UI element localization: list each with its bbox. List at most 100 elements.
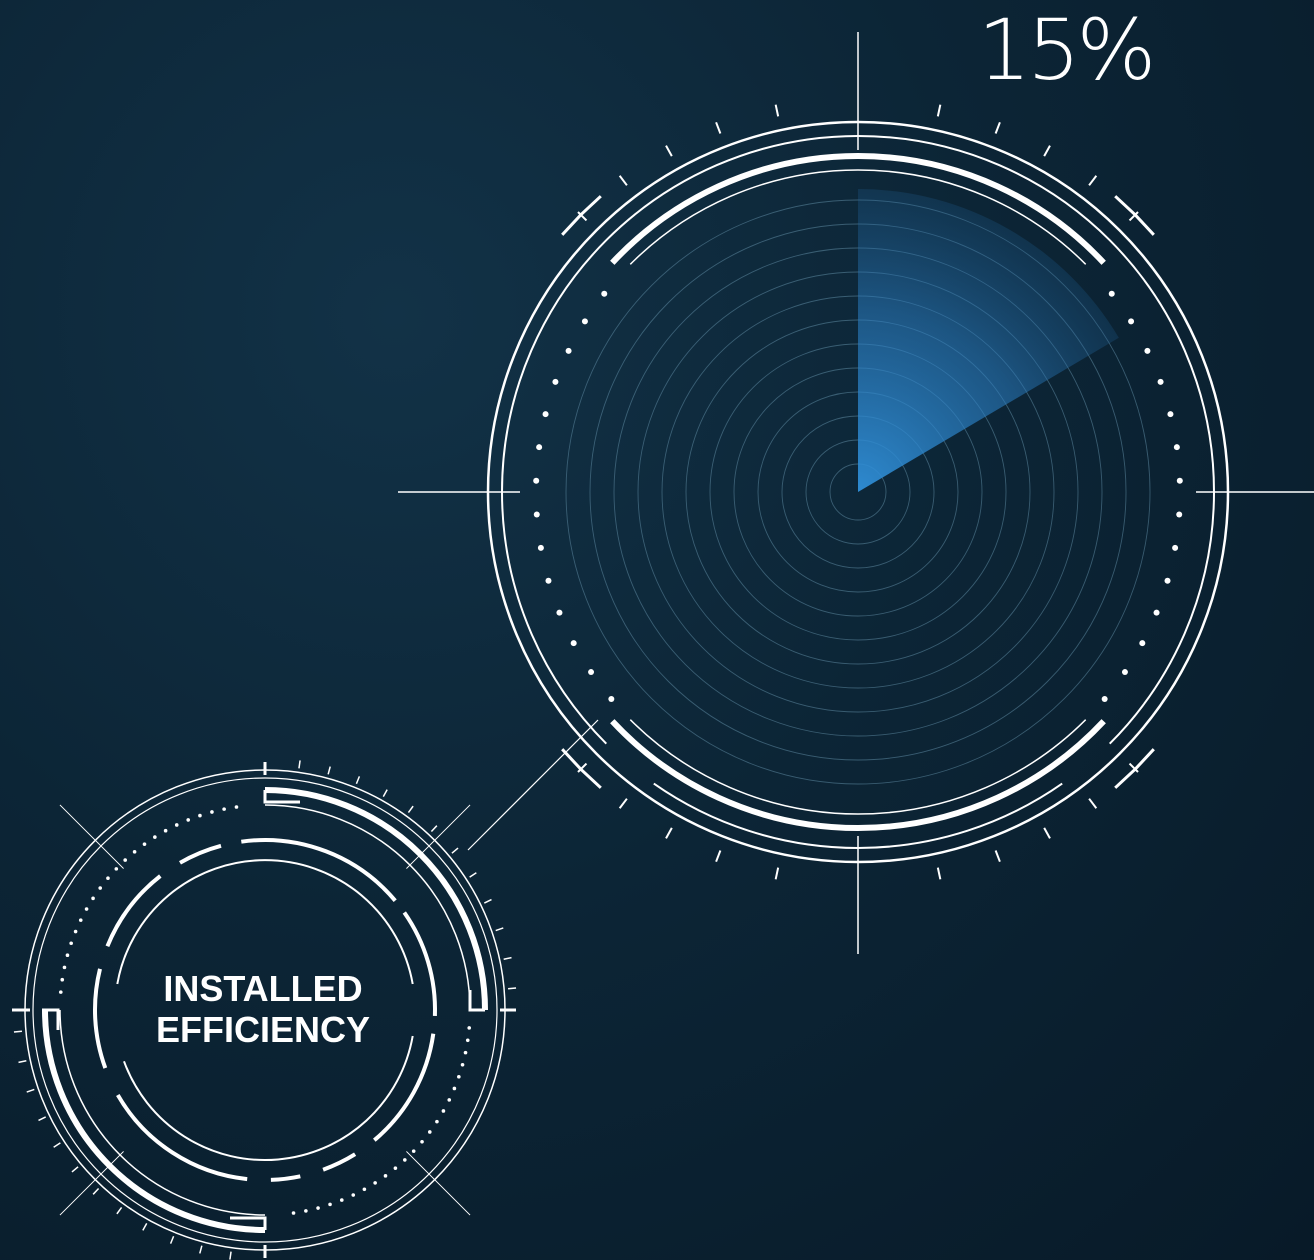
dot (536, 444, 543, 451)
diagonal (406, 1151, 471, 1216)
diagonal (59, 1151, 124, 1216)
dot (114, 867, 119, 871)
dot (1172, 544, 1179, 551)
tick (142, 1223, 148, 1231)
dot (316, 1206, 320, 1210)
inner-dash (322, 1152, 357, 1172)
mark-top-inner (263, 790, 300, 804)
crosshair (398, 32, 1314, 954)
dot (60, 977, 65, 982)
thick-arc (42, 1009, 266, 1233)
dot (1101, 695, 1108, 702)
dot (186, 818, 191, 822)
dot (533, 477, 540, 484)
tick (936, 867, 942, 880)
dot (1176, 477, 1183, 484)
bracket (561, 195, 602, 236)
dot (106, 876, 110, 881)
inner-arc (123, 1035, 414, 1162)
tick (1088, 175, 1098, 186)
tick (774, 104, 780, 117)
tick (469, 872, 477, 878)
outer-ticks (577, 104, 1139, 880)
outer-arcs (501, 135, 1215, 849)
dot (198, 813, 202, 818)
tick (495, 927, 504, 932)
dot (545, 577, 552, 584)
outer-arc (501, 135, 1215, 745)
dot (65, 953, 70, 958)
inner-dash (270, 1174, 301, 1182)
dot (393, 1166, 398, 1170)
tick (577, 762, 588, 773)
dot (153, 835, 157, 839)
inner-dash (241, 838, 397, 902)
inner-dash (178, 843, 222, 865)
dot (447, 1098, 452, 1102)
dot (222, 807, 226, 811)
tick (503, 956, 512, 961)
thick-arc-top (610, 153, 1106, 265)
inner-arc (116, 859, 414, 985)
tick (26, 1088, 35, 1093)
inner-dash (116, 1093, 248, 1182)
dot (210, 810, 214, 814)
tick (169, 1235, 175, 1244)
dot (1139, 640, 1146, 647)
inner-dash (105, 874, 162, 948)
thin-arc (264, 804, 471, 1011)
tick (407, 805, 414, 814)
dot (533, 511, 540, 518)
inner-dash (373, 1033, 436, 1142)
bracket (1114, 748, 1155, 789)
dot (608, 695, 615, 702)
dot (383, 1174, 388, 1178)
dot (291, 1211, 296, 1215)
gauge-marks (12, 762, 516, 1258)
dot (457, 1074, 461, 1079)
dot (58, 990, 63, 994)
bracket (1114, 195, 1155, 236)
dot (467, 1026, 472, 1030)
dot (552, 378, 559, 385)
radar-sweep (858, 189, 1119, 492)
dot (441, 1109, 446, 1113)
tick (327, 766, 331, 775)
dot (98, 886, 103, 890)
dot (78, 918, 83, 922)
dot (601, 290, 608, 297)
dot (1173, 444, 1180, 451)
dot (588, 669, 595, 676)
caption-line-2: EFFICIENCY (155, 1009, 370, 1050)
dot (123, 858, 127, 862)
inner-dash (402, 911, 437, 1016)
tick (451, 847, 459, 854)
dot (411, 1149, 416, 1153)
dot (362, 1187, 367, 1192)
dot (570, 640, 577, 647)
dot (1144, 347, 1151, 354)
dot (1108, 290, 1115, 297)
dot (174, 823, 179, 827)
tick (774, 867, 780, 880)
tick (1043, 145, 1051, 157)
tick (355, 776, 361, 785)
dot (62, 965, 67, 970)
bracket (561, 748, 602, 789)
dot (452, 1086, 457, 1091)
dot (373, 1181, 377, 1185)
dot (84, 907, 89, 911)
dot (91, 896, 95, 901)
connector-line (467, 719, 599, 851)
dot (234, 805, 239, 809)
dot (435, 1119, 439, 1124)
tick (229, 1251, 232, 1260)
thick-arc-bottom (610, 719, 1106, 831)
diagonal (59, 804, 124, 869)
corner-brackets (561, 195, 1155, 789)
diagonal-lines (59, 804, 471, 1216)
dot (581, 318, 588, 325)
tick (665, 827, 673, 839)
tick (715, 850, 722, 863)
dot (460, 1062, 465, 1067)
